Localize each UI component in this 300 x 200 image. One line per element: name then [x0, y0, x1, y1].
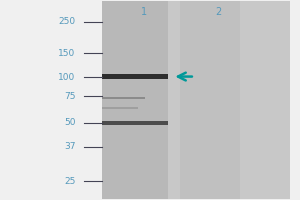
Bar — [180, 1, 240, 199]
Text: 2: 2 — [216, 7, 222, 17]
Bar — [102, 1, 290, 199]
Bar — [102, 107, 138, 109]
Text: 25: 25 — [64, 177, 75, 186]
Bar — [102, 74, 168, 79]
Text: 150: 150 — [58, 49, 75, 58]
Text: 250: 250 — [58, 17, 75, 26]
Bar — [102, 97, 145, 99]
Text: 50: 50 — [64, 118, 75, 127]
Text: 37: 37 — [64, 142, 75, 151]
Text: 75: 75 — [64, 92, 75, 101]
Text: 1: 1 — [141, 7, 147, 17]
Bar — [102, 1, 168, 199]
Text: 100: 100 — [58, 73, 75, 82]
Bar — [102, 121, 168, 125]
